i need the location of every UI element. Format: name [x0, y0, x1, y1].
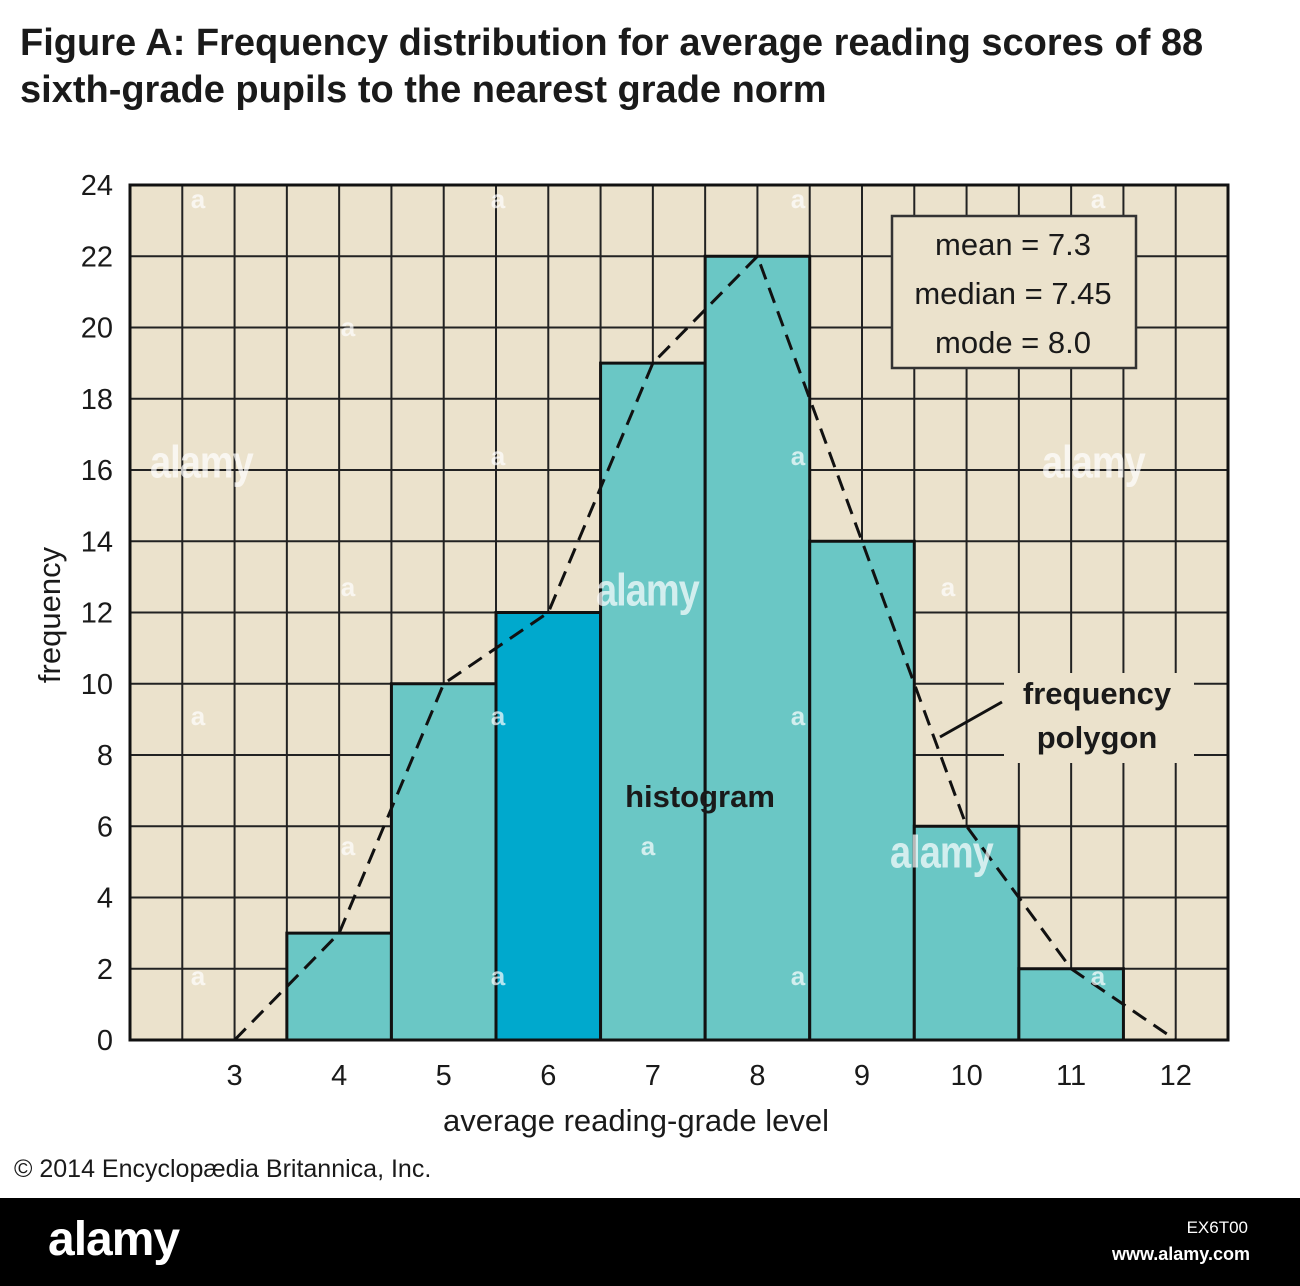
y-tick-label: 0	[97, 1025, 113, 1057]
watermark-letter: a	[191, 961, 206, 991]
annotation-background	[1004, 673, 1194, 763]
histogram-label: histogram	[625, 779, 775, 814]
watermark-letter: a	[1091, 961, 1106, 991]
watermark-letter: a	[791, 701, 806, 731]
x-tick-label: 11	[1056, 1060, 1086, 1092]
frequency-polygon-label: frequency	[1023, 676, 1172, 711]
watermark-letter: a	[491, 701, 506, 731]
frequency-polygon-line	[233, 254, 1177, 1042]
y-tick-label: 20	[81, 313, 113, 345]
x-tick-label: 9	[854, 1060, 870, 1092]
y-tick-label: 16	[81, 455, 113, 487]
image-id: EX6T00	[1186, 1218, 1248, 1237]
y-tick-label: 8	[97, 740, 113, 772]
stats-box: mean = 7.3 median = 7.45 mode = 8.0	[890, 214, 1138, 370]
frequency-polygon-label: polygon	[1037, 720, 1158, 755]
histogram-bar	[1017, 967, 1125, 1042]
stats-line: mean = 7.3	[935, 227, 1091, 262]
x-tick-label: 8	[749, 1060, 765, 1092]
y-tick-label: 14	[81, 526, 113, 558]
y-tick-label: 12	[81, 598, 113, 630]
watermark-letter: a	[641, 831, 656, 861]
chart: mean = 7.3 median = 7.45 mode = 8.0 histog…	[32, 170, 1230, 1138]
x-tick-label: 5	[436, 1060, 452, 1092]
y-tick-label: 4	[97, 883, 113, 915]
stats-box-frame	[890, 214, 1138, 370]
histogram-bar	[599, 361, 707, 1042]
copyright-notice: © 2014 Encyclopædia Britannica, Inc.	[14, 1155, 432, 1183]
watermark-letter: a	[341, 572, 356, 602]
watermark-letter: a	[191, 701, 206, 731]
watermark-letter: a	[491, 441, 506, 471]
watermark-letter: a	[491, 961, 506, 991]
watermark-url: www.alamy.com	[1111, 1244, 1250, 1264]
histogram-bar	[285, 931, 393, 1042]
y-tick-label: 10	[81, 669, 113, 701]
x-axis-label: average reading-grade level	[443, 1103, 829, 1138]
watermark-letter: a	[191, 184, 206, 214]
histogram-bar	[808, 539, 916, 1042]
histogram-bar	[494, 611, 603, 1042]
watermark-footer: alamy EX6T00 www.alamy.com	[0, 1198, 1300, 1286]
histogram-bar	[912, 824, 1021, 1042]
x-tick-label: 10	[950, 1060, 982, 1092]
y-tick-label: 18	[81, 384, 113, 416]
chart-title: Figure A: Frequency distribution for ave…	[20, 22, 1204, 111]
watermark-letter: a	[791, 184, 806, 214]
plot-border	[128, 183, 1230, 1042]
annotations: histogram frequency polygon a a a a a a a a a a a a a a a…	[191, 184, 1194, 991]
x-tick-label: 3	[227, 1060, 243, 1092]
y-axis-label: frequency	[32, 546, 67, 683]
histogram-bar	[389, 682, 498, 1042]
watermark-letter: a	[1091, 184, 1106, 214]
histogram-bar	[703, 254, 812, 1042]
x-tick-label: 7	[645, 1060, 661, 1092]
y-tick-label: 24	[81, 170, 113, 202]
watermark-letter: a	[491, 184, 506, 214]
frequency-polygon	[233, 254, 1177, 1042]
watermark-letter: a	[341, 312, 356, 342]
annotation-leader-line	[939, 700, 1003, 739]
stats-line: median = 7.45	[914, 276, 1111, 311]
y-tick-label: 2	[97, 954, 113, 986]
x-tick-label: 6	[540, 1060, 556, 1092]
alamy-logo: alamy	[48, 1213, 180, 1266]
histogram-bars	[285, 254, 1125, 1042]
stats-line: mode = 8.0	[935, 325, 1091, 360]
watermark-letter: a	[341, 831, 356, 861]
watermark-letter: a	[791, 441, 806, 471]
x-tick-labels: 3 4 5 6 7 8 9 10 11 12	[227, 1060, 1192, 1092]
axis-labels: average reading-grade level frequency	[32, 546, 829, 1138]
x-tick-label: 4	[331, 1060, 347, 1092]
y-tick-label: 6	[97, 811, 113, 843]
watermark-letter: a	[791, 961, 806, 991]
y-tick-label: 22	[81, 241, 113, 273]
watermark-letter: a	[941, 572, 956, 602]
x-tick-label: 12	[1160, 1060, 1192, 1092]
